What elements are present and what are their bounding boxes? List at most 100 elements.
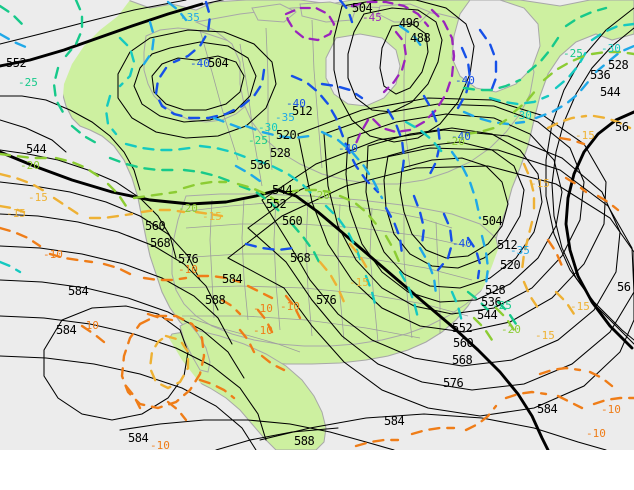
temp-contour--20-l	[542, 54, 586, 82]
temp-contour--15-h	[348, 242, 370, 272]
state-line-h1	[185, 223, 467, 247]
temp-contour--10-n	[124, 384, 142, 410]
temp-contour--15-k	[522, 280, 540, 310]
temp-contour--10-q	[410, 426, 456, 436]
temp-contour--20-layer	[0, 50, 634, 342]
temp-contour--30-l	[398, 270, 420, 320]
height-contour-504-e	[399, 157, 509, 259]
temp-contour--35-c	[244, 124, 312, 140]
height-contour-544-nw	[0, 119, 67, 153]
temp-contour--30-j	[554, 50, 588, 90]
temp-contour--10-t	[556, 394, 584, 410]
land-usa	[171, 193, 501, 347]
temp-contour--15-layer	[0, 114, 632, 316]
temp-contour--25-a	[64, 0, 84, 58]
height-contour-layer	[0, 0, 634, 450]
temp-contour--20-g	[286, 188, 332, 194]
temp-contour--35-m	[0, 32, 30, 50]
temp-contour--25-d	[108, 156, 176, 172]
temp-contour--40-e	[386, 108, 406, 178]
temp-contour--40-a	[172, 0, 212, 64]
border-us-canada	[179, 201, 453, 229]
province-line-4	[199, 29, 239, 161]
temp-contour--35-i	[594, 44, 634, 74]
map-svg	[0, 0, 634, 450]
height-contour-520-ak	[117, 29, 277, 139]
temp-contour--10-aa	[596, 194, 620, 212]
temp-contour--20-e	[182, 180, 228, 190]
temp-contour--40-i	[412, 194, 426, 246]
temp-contour--20-o	[494, 306, 516, 332]
temp-contour--25-k	[466, 290, 490, 312]
temp-contour--20-j	[464, 118, 508, 136]
temp-contour--15-n	[554, 290, 576, 316]
state-line-3	[273, 197, 281, 331]
temp-contour--10-s	[504, 390, 548, 400]
temp-contour--35-layer	[0, 0, 634, 296]
height-contour-j	[119, 419, 395, 450]
temp-contour--25-f	[238, 184, 284, 216]
temp-contour--25-layer	[0, 0, 608, 326]
temp-contour--45-a	[350, 0, 430, 28]
temp-contour--10-h	[256, 308, 274, 334]
temp-contour--35-g	[462, 110, 526, 126]
temp-contour--40-c	[290, 74, 380, 194]
temp-contour--20-f	[236, 182, 280, 204]
temp-contour--15-l	[546, 114, 588, 130]
temp-contour--20-h	[338, 194, 378, 226]
temp-contour--10-o	[146, 312, 174, 322]
height-contour-584-closed	[43, 305, 189, 421]
temp-contour--35-h	[534, 80, 590, 120]
temp-contour--20-m	[590, 50, 634, 56]
temp-contour--40-k	[436, 212, 454, 272]
temp-contour--45-layer	[284, 0, 456, 150]
height-contour-560-e	[261, 129, 621, 367]
temp-contour--15-b	[52, 196, 80, 216]
height-contour-568-e	[247, 147, 634, 391]
temp-contour--25-l	[496, 300, 518, 326]
temp-contour--30-f	[324, 204, 364, 266]
temp-contour--15-m	[592, 114, 632, 130]
height-contour-e	[0, 213, 219, 311]
temp-contour--30-c	[124, 142, 192, 152]
temp-contour--10-u	[592, 396, 634, 406]
temp-contour--10-j	[238, 328, 256, 354]
state-line-8	[435, 221, 441, 334]
temp-contour--40-f	[422, 94, 442, 180]
map-canvas[interactable]: 552 544 504 512 520 528 536 544 552 560 560 568 576 5…	[0, 0, 634, 450]
temp-contour--40-g	[456, 46, 472, 110]
temp-contour--15-e	[194, 210, 224, 218]
height-contour-c	[0, 149, 177, 259]
temp-contour--35-k	[480, 234, 490, 286]
temp-contour--40-n	[244, 242, 296, 252]
temp-contour--10-p	[80, 324, 106, 344]
temp-contour--20-d	[132, 190, 178, 200]
temp-contour--25-g	[290, 222, 324, 270]
temp-contour--30-a	[118, 36, 136, 88]
temp-contour--15-f	[0, 204, 26, 214]
height-contour-552-emphasized	[0, 150, 550, 450]
temp-contour--40-layer	[154, 0, 498, 280]
temp-contour--35-j	[450, 150, 482, 220]
temp-contour--30-n	[0, 260, 22, 274]
height-contour-584-e	[259, 413, 607, 450]
state-line-h4	[182, 315, 421, 339]
temp-contour--20-a	[0, 152, 50, 160]
state-line-4	[305, 199, 313, 337]
height-contour-512-alaska	[133, 41, 257, 123]
temp-contour--30-b	[104, 94, 118, 136]
coastline-detail-layer	[143, 0, 541, 450]
height-contour-588-e	[215, 427, 339, 450]
temp-contour--35-d	[212, 116, 248, 132]
temp-contour--10-f	[246, 284, 274, 300]
temp-contour--25-m	[0, 4, 24, 26]
height-contour-h	[0, 315, 267, 441]
height-contour-f	[0, 245, 233, 345]
province-line-2	[311, 19, 323, 169]
temp-contour--10-c	[102, 262, 132, 276]
temp-contour--40-d	[320, 82, 364, 100]
height-contour-528-e	[345, 113, 563, 303]
temp-contour--35-n	[234, 164, 266, 186]
land-greenland	[451, 0, 541, 93]
temp-contour--40-m	[338, 0, 354, 24]
